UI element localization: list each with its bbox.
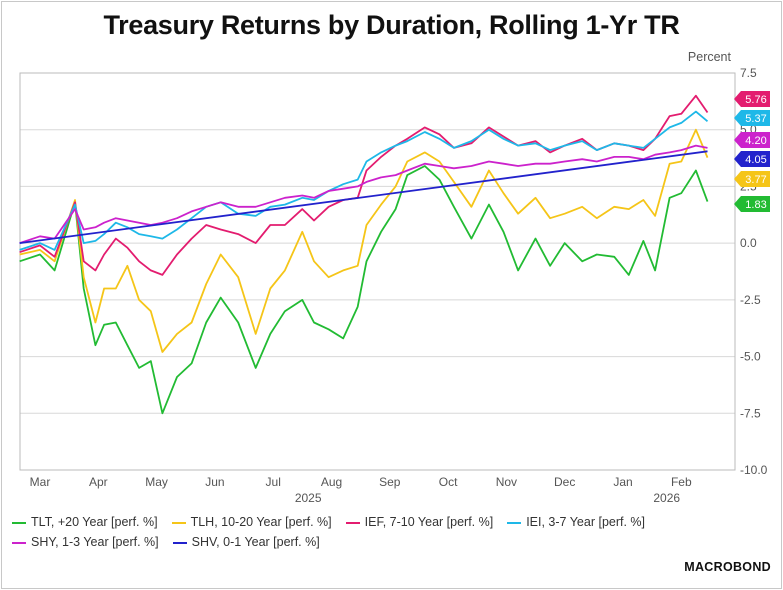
end-value-tag-bg — [734, 91, 770, 107]
y-tick-label: 7.5 — [740, 66, 757, 80]
x-tick-label: Jul — [266, 475, 281, 489]
x-year-label: 2025 — [295, 491, 322, 505]
chart-axes: 7.55.02.50.0-2.5-5.0-7.5-10.0MarAprMayJu… — [19, 66, 768, 505]
legend-swatch — [12, 541, 26, 544]
y-tick-label: -10.0 — [740, 463, 768, 477]
x-tick-label: Apr — [89, 475, 108, 489]
x-tick-label: Jan — [613, 475, 632, 489]
end-value-text: 4.05 — [745, 154, 766, 166]
series-line-tlt — [19, 165, 709, 415]
legend-label: SHY, 1-3 Year [perf. %] — [31, 535, 159, 549]
end-value-tag: 5.76 — [734, 91, 770, 107]
end-value-tag: 1.83 — [734, 196, 770, 212]
legend-swatch — [345, 521, 360, 524]
legend-swatch — [507, 521, 522, 524]
x-tick-label: Mar — [30, 475, 51, 489]
x-tick-label: Oct — [439, 475, 458, 489]
series-line-ief — [19, 94, 709, 276]
end-value-text: 5.37 — [745, 113, 766, 125]
logo-text: MACROBOND — [684, 560, 771, 574]
x-tick-label: Nov — [496, 475, 517, 489]
end-value-tag: 3.77 — [734, 171, 770, 187]
end-value-tag: 4.05 — [734, 151, 770, 167]
legend-label: IEF, 7-10 Year [perf. %] — [364, 515, 494, 529]
series-line-shy — [19, 144, 708, 244]
end-value-tag-bg — [734, 110, 770, 126]
x-year-label: 2026 — [653, 491, 680, 505]
y-tick-label: 0.0 — [740, 236, 757, 250]
y-tick-label: -5.0 — [740, 350, 761, 364]
legend-item: IEF, 7-10 Year [perf. %] — [345, 515, 494, 529]
end-value-tag: 4.20 — [734, 132, 770, 148]
legend-row: TLT, +20 Year [perf. %] TLH, 10-20 Year [… — [12, 515, 752, 535]
legend-item: SHY, 1-3 Year [perf. %] — [12, 535, 159, 549]
plot-area — [19, 72, 736, 471]
legend-swatch — [172, 541, 187, 544]
y-axis-label: Percent — [688, 50, 732, 64]
x-tick-label: May — [145, 475, 168, 489]
series-line-tlh — [19, 128, 709, 353]
legend-item: IEI, 3-7 Year [perf. %] — [507, 515, 645, 529]
legend-item: SHV, 0-1 Year [perf. %] — [172, 535, 320, 549]
legend-swatch — [12, 521, 26, 524]
x-tick-label: Dec — [554, 475, 575, 489]
end-value-tag: 5.37 — [734, 110, 770, 126]
end-value-text: 3.77 — [745, 174, 766, 186]
x-tick-label: Jun — [205, 475, 224, 489]
end-value-text: 4.20 — [745, 135, 766, 147]
chart-legend: TLT, +20 Year [perf. %] TLH, 10-20 Year [… — [12, 515, 752, 555]
y-tick-label: -2.5 — [740, 293, 761, 307]
legend-row: SHY, 1-3 Year [perf. %] SHV, 0-1 Year [pe… — [12, 535, 752, 555]
end-value-tag-bg — [734, 171, 770, 187]
end-value-tag-bg — [734, 151, 770, 167]
macrobond-logo: MACROBOND — [684, 560, 771, 574]
chart-series — [19, 94, 709, 415]
chart-grid — [20, 129, 735, 414]
end-value-text: 1.83 — [745, 199, 766, 211]
end-value-tag-bg — [734, 196, 770, 212]
legend-label: SHV, 0-1 Year [perf. %] — [191, 535, 320, 549]
legend-label: TLT, +20 Year [perf. %] — [31, 515, 158, 529]
x-tick-label: Aug — [321, 475, 342, 489]
legend-swatch — [171, 521, 186, 524]
series-line-shv — [19, 150, 708, 244]
end-value-text: 5.76 — [745, 94, 766, 106]
legend-item: TLH, 10-20 Year [perf. %] — [171, 515, 332, 529]
legend-label: IEI, 3-7 Year [perf. %] — [526, 515, 646, 529]
legend-item: TLT, +20 Year [perf. %] — [12, 515, 158, 529]
chart-end-labels: 1.83 3.77 5.76 5.37 4.20 4.05 — [734, 91, 770, 212]
y-tick-label: -7.5 — [740, 406, 761, 420]
chart-title: Treasury Returns by Duration, Rolling 1-… — [103, 10, 680, 40]
end-value-tag-bg — [734, 132, 770, 148]
legend-label: TLH, 10-20 Year [perf. %] — [190, 515, 332, 529]
series-line-iei — [19, 110, 709, 251]
x-tick-label: Feb — [671, 475, 692, 489]
x-tick-label: Sep — [379, 475, 401, 489]
